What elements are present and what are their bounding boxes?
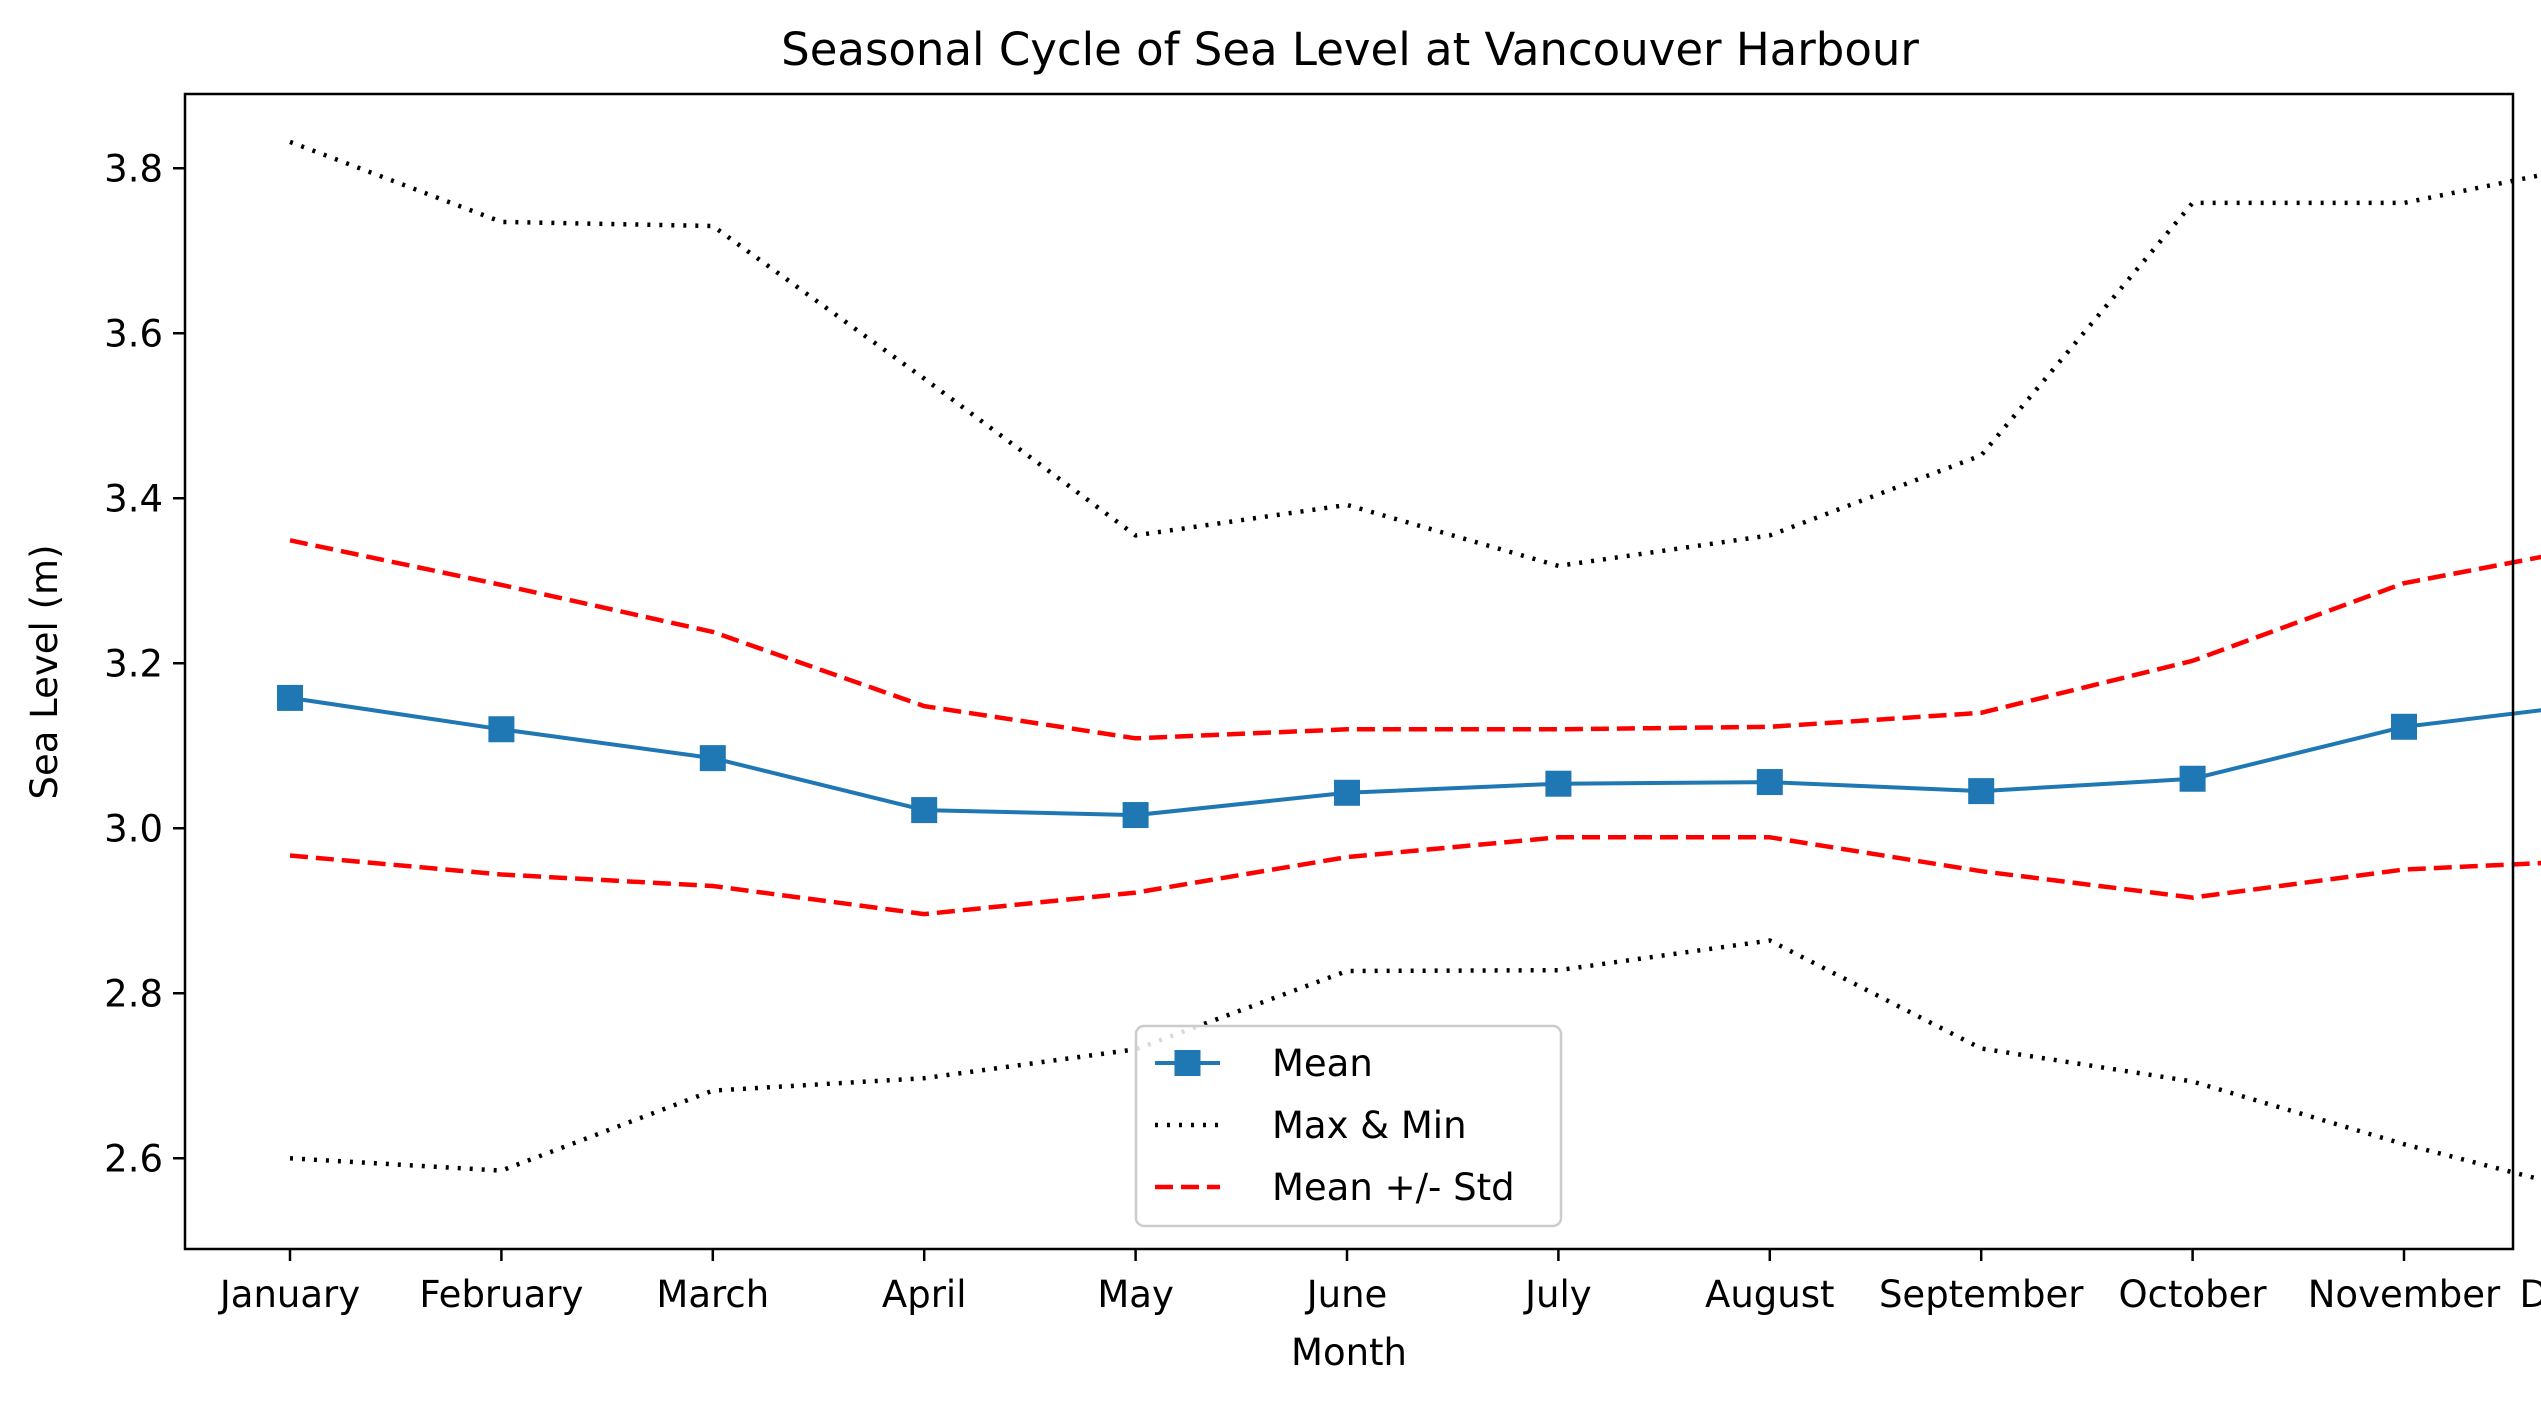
data-point-mean: [488, 716, 515, 743]
y-tick-label: 3.4: [104, 477, 163, 520]
data-point-mean: [911, 797, 938, 824]
data-point-mean: [1545, 770, 1572, 797]
data-point-mean: [277, 684, 303, 711]
y-tick-label: 2.8: [104, 972, 163, 1015]
data-point-mean: [2179, 765, 2206, 792]
x-tick-label: December: [2519, 1273, 2541, 1316]
legend-label-upper: Mean +/- Std: [1272, 1166, 1515, 1209]
legend-marker-mean: [1174, 1050, 1201, 1076]
y-tick-label: 3.2: [104, 642, 163, 685]
data-point-mean: [1756, 769, 1783, 796]
series-line-lower: [289, 835, 2541, 917]
x-tick-label: April: [882, 1273, 967, 1316]
x-tick-label: May: [1097, 1273, 1174, 1316]
data-point-mean: [699, 745, 726, 772]
chart-title: Seasonal Cycle of Sea Level at Vancouver…: [781, 23, 1919, 76]
x-tick-label: November: [2308, 1273, 2501, 1316]
y-axis: 2.6 2.8 3.0 3.2 3.4 3.6 3.8: [104, 147, 185, 1180]
data-point-mean: [1122, 802, 1149, 829]
x-axis-label: Month: [1291, 1331, 1407, 1374]
series-line-upper: [289, 538, 2541, 741]
y-tick-label: 2.6: [104, 1137, 163, 1180]
data-point-mean: [2391, 713, 2417, 740]
x-tick-label: July: [1523, 1273, 1592, 1316]
legend-box: [1134, 1024, 1563, 1228]
x-tick-label: February: [419, 1273, 583, 1316]
legend: Mean Max & Min Mean +/- Std: [1134, 1024, 1563, 1228]
legend-label-mean: Mean: [1272, 1042, 1373, 1085]
legend-label-max: Max & Min: [1272, 1104, 1467, 1147]
data-point-mean: [1968, 778, 1995, 805]
x-tick-label: June: [1305, 1273, 1388, 1316]
x-tick-label: September: [1879, 1273, 2084, 1316]
series-layer: [277, 139, 2541, 1182]
plot-frame: [183, 92, 2515, 1251]
data-point-mean: [1334, 779, 1360, 806]
x-tick-label: October: [2119, 1273, 2268, 1316]
y-tick-label: 3.0: [104, 807, 163, 850]
series-line-max: [289, 139, 2541, 569]
x-axis: January February March April May June July Augu…: [218, 1249, 2541, 1316]
x-tick-label: January: [218, 1273, 360, 1316]
y-tick-label: 3.6: [104, 312, 163, 355]
y-tick-label: 3.8: [104, 147, 163, 190]
x-tick-label: August: [1705, 1273, 1834, 1316]
y-axis-label: Sea Level (m): [23, 544, 66, 799]
series-line-mean: [289, 695, 2541, 818]
x-tick-label: March: [656, 1273, 769, 1316]
